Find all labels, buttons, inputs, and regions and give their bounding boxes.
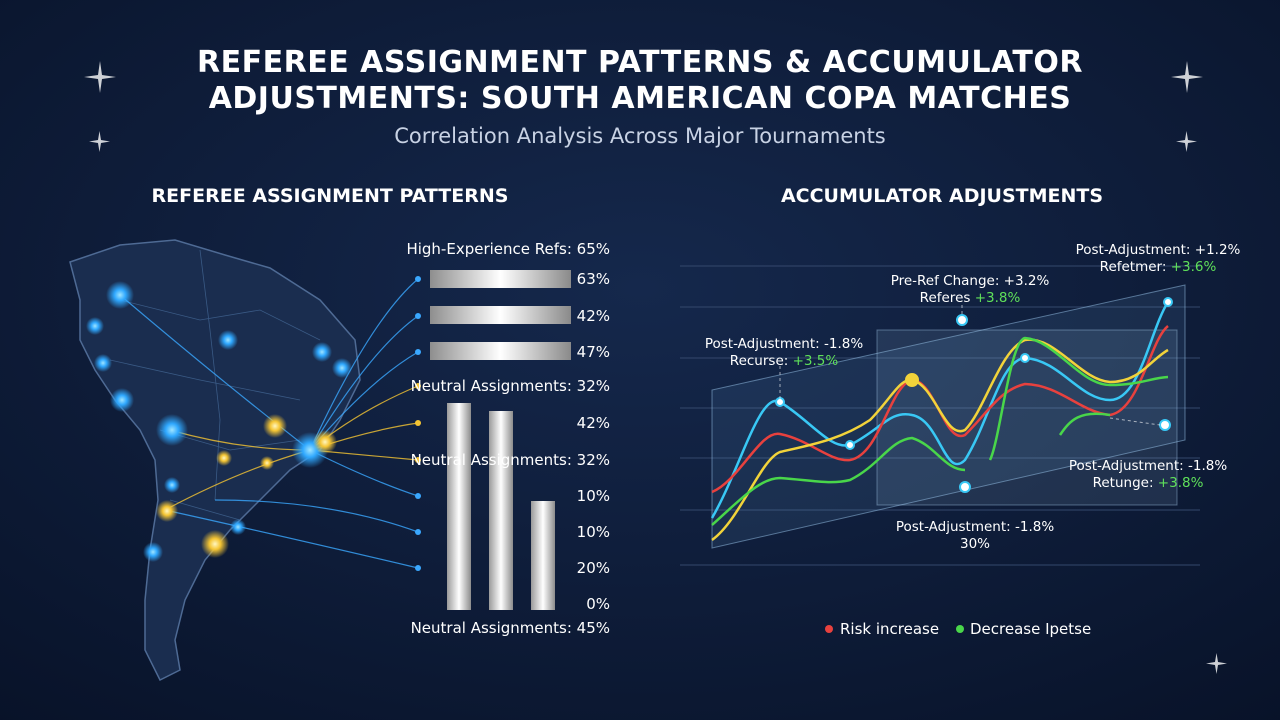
annotation: Pre-Ref Change: +3.2% [891, 273, 1050, 289]
bars [430, 270, 571, 610]
annotation-detail: Retunge: +3.8% [1093, 475, 1204, 491]
title: REFEREE ASSIGNMENT PATTERNS & ACCUMULATO… [197, 45, 1083, 80]
map [69, 239, 421, 682]
bar-label: 42% [577, 414, 610, 432]
title: ADJUSTMENTS: SOUTH AMERICAN COPA MATCHES [209, 81, 1072, 116]
annotation-value: +3.5% [793, 353, 839, 369]
annotation-value: +3.8% [975, 290, 1021, 306]
bar-label: 10% [577, 487, 610, 505]
line-chart [680, 265, 1200, 566]
annotation: Post-Adjustment: -1.8% [896, 519, 1055, 535]
annotation-detail: Recurse: +3.5% [730, 353, 839, 369]
annotation-label: Retunge: [1093, 475, 1154, 491]
bar-label: High-Experience Refs: 65% [406, 240, 610, 258]
sparkles [84, 61, 1227, 674]
legend-label: Risk increase [840, 620, 939, 638]
bar-label: 63% [577, 270, 610, 288]
bar-label: Neutral Assignments: 32% [411, 377, 610, 395]
panel-title: REFEREE ASSIGNMENT PATTERNS [152, 185, 509, 207]
legend: Risk increase Decrease Ipetse [825, 620, 1091, 638]
annotation: Post-Adjustment: +1.2% [1076, 242, 1241, 258]
annotation-label: Refetmer: [1100, 259, 1167, 275]
bar-label: 42% [577, 307, 610, 325]
bar-label: 0% [586, 595, 610, 613]
annotation-detail: 30% [960, 536, 990, 552]
annotation-value: +3.6% [1171, 259, 1217, 275]
legend-label: Decrease Ipetse [970, 620, 1091, 638]
bar-label: Neutral Assignments: 45% [411, 619, 610, 637]
annotation-detail: Referes +3.8% [920, 290, 1021, 306]
legend-swatch [956, 625, 964, 633]
annotation-detail: Refetmer: +3.6% [1100, 259, 1217, 275]
annotation: Post-Adjustment: -1.8% [1069, 458, 1228, 474]
bar-label: 47% [577, 343, 610, 361]
panel-title: ACCUMULATOR ADJUSTMENTS [781, 185, 1103, 207]
bar-label: 20% [577, 559, 610, 577]
legend-swatch [825, 625, 833, 633]
annotation-value: 30% [960, 536, 990, 552]
subtitle: Correlation Analysis Across Major Tourna… [394, 124, 886, 148]
annotation-label: Referes [920, 290, 971, 306]
bar-label: 10% [577, 523, 610, 541]
annotation-value: +3.8% [1158, 475, 1204, 491]
bar-label: Neutral Assignments: 32% [411, 451, 610, 469]
annotation: Post-Adjustment: -1.8% [705, 336, 864, 352]
annotation-label: Recurse: [730, 353, 789, 369]
